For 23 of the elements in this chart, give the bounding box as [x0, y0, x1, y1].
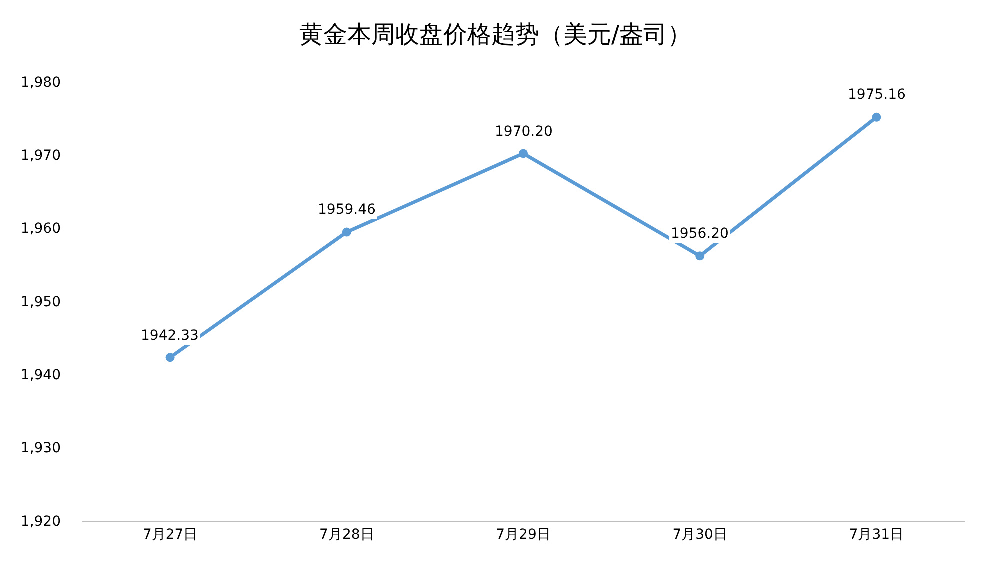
data-label: 1975.16	[848, 87, 906, 103]
x-tick-label: 7月29日	[496, 526, 551, 543]
point	[872, 112, 882, 122]
y-tick-label: 1,960	[20, 221, 61, 238]
x-tick-label: 7月31日	[849, 526, 904, 543]
y-tick-label: 1,930	[20, 440, 61, 457]
y-tick-label: 1,950	[20, 294, 61, 310]
point	[519, 149, 528, 158]
y-tick-label: 1,970	[20, 148, 61, 164]
data-label: 1956.20	[671, 226, 729, 242]
x-tick-label: 7月30日	[672, 526, 728, 543]
point	[166, 353, 175, 362]
data-label: 1959.46	[318, 202, 376, 218]
point	[342, 228, 352, 237]
x-tick-label: 7月27日	[142, 526, 198, 543]
data-label: 1942.33	[141, 328, 199, 344]
x-tick-label: 7月28日	[320, 526, 374, 543]
point	[696, 252, 705, 261]
chart-title: 黄金本周收盘价格趋势（美元/盎司）	[299, 20, 692, 49]
y-tick-label: 1,980	[20, 74, 61, 91]
data-label: 1970.20	[495, 124, 553, 140]
y-tick-label: 1,940	[20, 368, 61, 384]
y-tick-label: 1,920	[20, 514, 61, 530]
